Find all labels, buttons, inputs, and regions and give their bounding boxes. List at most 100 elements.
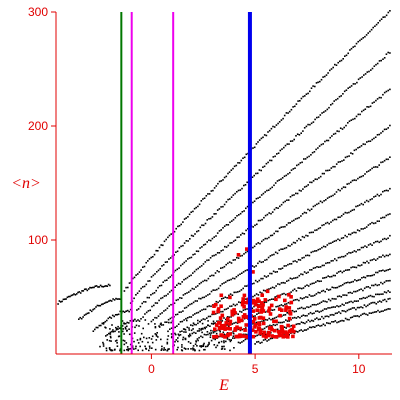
- data-point-b8: [387, 237, 389, 239]
- data-point-b3: [273, 184, 275, 187]
- data-point-b13: [297, 323, 299, 325]
- data-point-s4: [111, 330, 113, 333]
- data-point-b8: [367, 244, 370, 246]
- data-point-b4: [332, 165, 334, 168]
- data-point-b5: [244, 251, 247, 254]
- data-point-b4: [330, 167, 333, 169]
- data-point-b2: [262, 166, 264, 168]
- data-point-b1: [285, 112, 288, 114]
- data-point-b2: [256, 172, 259, 175]
- data-point-red: [261, 309, 266, 313]
- data-point-b14: [322, 323, 325, 325]
- data-point-red: [239, 318, 244, 323]
- data-point-b1: [283, 114, 286, 117]
- data-point-b2: [255, 172, 257, 175]
- data-point-b3: [192, 253, 194, 256]
- data-point-b7: [233, 291, 235, 294]
- data-point-b5: [268, 236, 270, 239]
- data-point-b14: [346, 318, 349, 321]
- data-point-b8: [358, 248, 361, 251]
- data-point-b11: [241, 328, 243, 331]
- data-point-b14: [344, 317, 347, 320]
- data-point-b13: [336, 312, 338, 314]
- data-point-b5: [316, 203, 318, 206]
- data-point-b1: [350, 47, 353, 50]
- data-point-b7: [374, 222, 377, 224]
- data-point-b10: [319, 292, 321, 294]
- data-point-b10: [326, 288, 328, 290]
- data-point-b6: [246, 269, 248, 271]
- data-point-b9: [226, 316, 229, 318]
- data-point-s3: [119, 310, 121, 313]
- data-point-s2: [106, 301, 109, 303]
- data-point-b12: [316, 310, 319, 312]
- data-point-b10: [205, 334, 207, 336]
- data-point-b8: [348, 251, 350, 254]
- data-point-b5: [312, 205, 315, 208]
- data-point-low: [108, 339, 111, 342]
- data-point-b14: [300, 329, 302, 331]
- data-point-b1: [324, 75, 326, 78]
- data-point-b14: [262, 339, 265, 341]
- data-point-s2: [85, 313, 87, 316]
- data-point-b14: [368, 312, 371, 314]
- data-point-b5: [223, 265, 226, 268]
- data-point-b6: [382, 190, 384, 193]
- data-point-low: [215, 332, 218, 335]
- data-point-b10: [336, 286, 339, 289]
- data-point-b12: [318, 311, 321, 313]
- data-point-b4: [346, 155, 349, 158]
- data-point-b7: [210, 305, 212, 308]
- data-point-low: [145, 347, 147, 350]
- data-point-red: [242, 334, 246, 338]
- data-point-b10: [338, 285, 340, 288]
- data-point-red-outlier: [242, 300, 247, 305]
- data-point-b7: [356, 229, 359, 231]
- data-point-b11: [255, 321, 258, 324]
- data-point-b3: [301, 161, 303, 164]
- data-point-b14: [385, 308, 388, 311]
- data-point-b10: [210, 332, 213, 334]
- data-point-b10: [329, 288, 332, 291]
- data-point-b1: [345, 54, 348, 57]
- data-point-b6: [308, 231, 311, 234]
- data-point-red: [274, 319, 278, 324]
- data-point-b11: [363, 287, 366, 290]
- data-point-b10: [285, 303, 288, 305]
- data-point-b8: [220, 310, 222, 313]
- data-point-low: [206, 345, 209, 348]
- data-point-red: [253, 300, 258, 304]
- data-point-b7: [301, 257, 303, 259]
- data-point-b6: [232, 277, 234, 280]
- data-point-b2: [234, 192, 236, 195]
- data-point-b4: [263, 216, 265, 219]
- data-point-red: [251, 309, 256, 313]
- data-point-b13: [324, 315, 327, 318]
- data-point-b7: [201, 309, 203, 311]
- data-point-b7: [195, 312, 198, 314]
- data-point-b10: [233, 322, 235, 324]
- data-point-b1: [207, 193, 209, 195]
- data-point-b9: [362, 261, 365, 264]
- data-point-b2: [378, 60, 381, 62]
- data-point-b8: [319, 266, 322, 268]
- data-point-b4: [378, 133, 381, 136]
- data-point-b6: [301, 235, 304, 238]
- data-point-b2: [206, 219, 208, 221]
- data-point-b5: [155, 317, 158, 319]
- data-point-b10: [284, 303, 286, 306]
- data-point-b9: [389, 253, 391, 256]
- data-point-low: [233, 347, 235, 349]
- data-point-low: [137, 342, 140, 344]
- data-point-b4: [243, 233, 246, 235]
- data-point-b10: [277, 305, 279, 308]
- data-point-red-outlier: [265, 289, 270, 294]
- data-point-b14: [351, 316, 354, 318]
- data-point-s1: [82, 290, 85, 292]
- data-point-b1: [299, 100, 301, 102]
- data-point-b11: [383, 281, 386, 284]
- data-point-b1: [225, 175, 228, 178]
- data-point-b2: [387, 51, 389, 54]
- data-point-b10: [383, 270, 386, 272]
- data-point-b1: [319, 80, 321, 83]
